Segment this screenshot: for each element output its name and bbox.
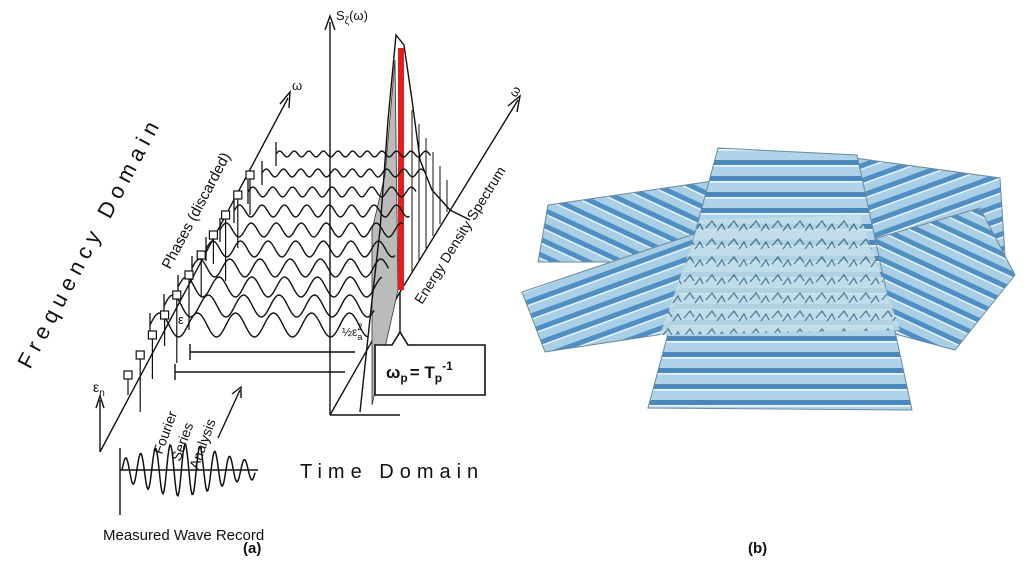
component-wave (206, 241, 395, 257)
panel-a: ωp= Tp-1 Sζ(ω) ω ω Frequency Domain Phas… (12, 8, 523, 557)
peak-sub: p (400, 371, 407, 385)
half-amp-sub: a (357, 332, 362, 342)
omega-label: ω (506, 83, 524, 99)
phase-marker (173, 291, 181, 299)
phase-marker (222, 211, 230, 219)
frequency-domain-label: Frequency Domain (12, 112, 166, 373)
peak-omega: ω (386, 363, 400, 382)
phase-marker (161, 311, 169, 319)
component-wave (178, 277, 382, 297)
epsilon-n-sub: n (99, 388, 105, 399)
wave-chop (660, 215, 900, 335)
half-amp: ½ε (342, 325, 358, 339)
component-wave (164, 295, 374, 317)
spectrum-axis-label: Sζ(ω) (336, 8, 368, 27)
panel-b: (b) (522, 148, 1015, 557)
analysis-arrow (218, 390, 240, 438)
phase-marker (234, 191, 242, 199)
caption-a: (a) (243, 540, 261, 557)
caption-b: (b) (748, 540, 767, 557)
peak-eq: = T (410, 363, 436, 382)
peak-sub2: p (435, 371, 442, 385)
phase-marker (197, 251, 205, 259)
phase-marker (136, 351, 144, 359)
figure: ωp= Tp-1 Sζ(ω) ω ω Frequency Domain Phas… (0, 0, 1025, 562)
time-domain-label: Time Domain (300, 461, 484, 483)
epsilon-label: ε (178, 312, 184, 327)
epsilon-n-label: εn (93, 379, 105, 399)
component-wave (276, 151, 431, 157)
s-rest: (ω) (349, 8, 368, 23)
s: S (336, 8, 345, 23)
phase-marker (185, 271, 193, 279)
measured-label: Measured Wave Record (103, 527, 264, 544)
energy-axis (400, 100, 518, 292)
omega-label: ω (292, 78, 302, 93)
arrow-head (280, 92, 290, 108)
component-wave (192, 259, 389, 277)
phase-marker (124, 371, 132, 379)
phase-marker (246, 171, 254, 179)
phase-marker (148, 331, 156, 339)
phase-marker (209, 231, 217, 239)
peak-sup: -1 (442, 359, 453, 373)
